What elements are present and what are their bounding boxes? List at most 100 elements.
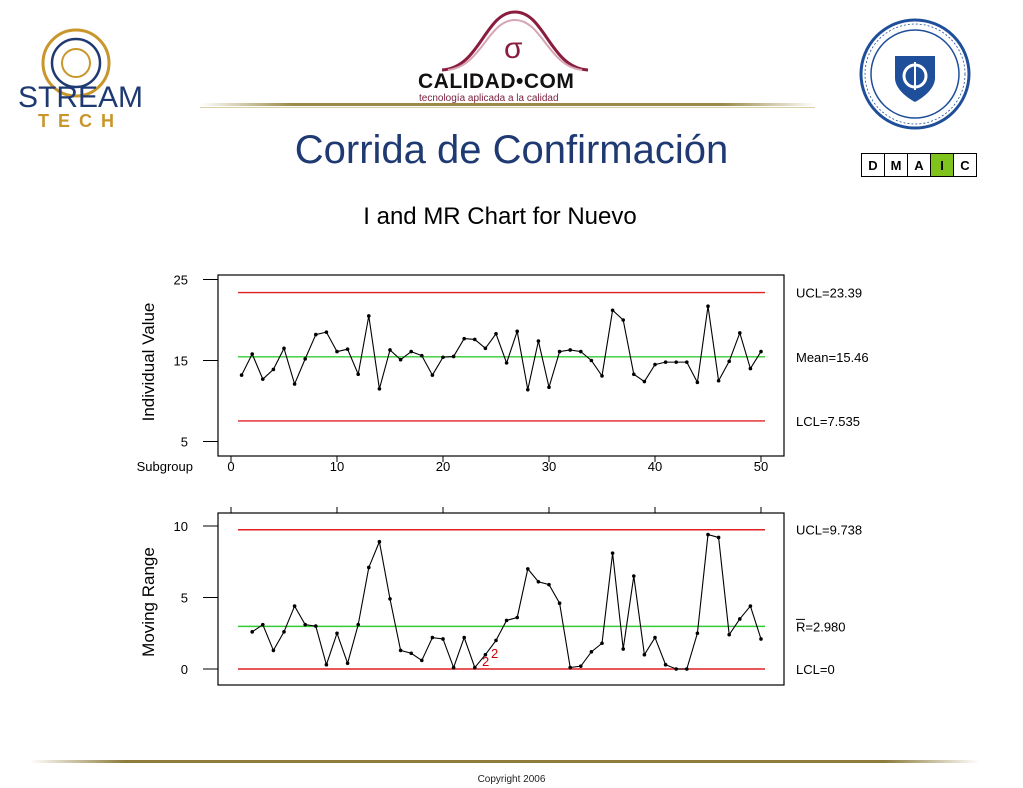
i-chart-y-axis: 5 15 25	[174, 273, 218, 450]
i-chart-frame	[217, 274, 785, 457]
i-chart-control-limits: UCL=23.39 Mean=15.46 LCL=7.535	[238, 286, 869, 429]
i-chart-data-point	[451, 354, 456, 359]
mr-chart-data-point	[685, 667, 689, 671]
mr-chart-data-point	[547, 582, 551, 587]
i-chart-data-point	[695, 380, 700, 385]
mr-chart-y-axis: 0 5 10	[174, 519, 218, 677]
mr-chart-data-point	[292, 604, 297, 608]
i-chart-data-point	[388, 348, 392, 352]
i-chart-data-point	[335, 349, 339, 354]
i-chart-data-point	[610, 308, 615, 313]
mr-chart-data-point	[738, 617, 742, 621]
mr-chart-data-point	[420, 658, 424, 663]
mr-chart-data-point	[430, 635, 435, 640]
mr-chart-data-point	[526, 567, 530, 571]
mr-chart-data-point	[504, 618, 509, 623]
i-chart-data-point	[239, 373, 244, 377]
mr-chart-data-point	[335, 631, 339, 636]
i-chart-data-point	[314, 332, 318, 337]
i-chart-xtick-label: 20	[436, 459, 450, 474]
dmaic-m: M	[884, 153, 908, 177]
mr-chart-data-point	[759, 637, 763, 641]
i-chart-data-point	[430, 373, 435, 377]
header-band	[200, 103, 815, 108]
mr-chart-data-point	[610, 551, 615, 555]
i-chart-xtick-label: 0	[227, 459, 234, 474]
i-chart-data-point	[706, 304, 710, 309]
mr-chart-data-point	[451, 665, 456, 670]
streamtech-logo-word: STREAM	[18, 81, 143, 114]
mr-chart-limit-label: R=2.980	[796, 619, 846, 634]
i-chart-data-point	[536, 339, 541, 343]
mr-chart-data-point	[706, 532, 710, 537]
mr-chart-data-point	[388, 597, 392, 601]
mr-chart-data-point	[621, 647, 625, 651]
mr-chart-data-point	[409, 651, 414, 656]
dmaic-a: A	[907, 153, 931, 177]
i-chart-data-point	[377, 387, 382, 391]
streamtech-logo-sub: TECH	[38, 111, 123, 130]
i-chart-xtick-label: 10	[330, 459, 344, 474]
i-chart-data-point	[685, 360, 689, 364]
calidad-logo-name: CALIDAD•COM	[418, 70, 575, 93]
i-chart-data-point	[303, 357, 308, 361]
i-chart-data-point	[282, 346, 286, 351]
i-chart-data-point	[727, 359, 731, 364]
mr-chart-data-point	[377, 539, 382, 544]
i-chart-data-point	[674, 360, 678, 364]
mr-chart-data-point	[367, 565, 371, 570]
i-chart-data-point	[409, 349, 414, 354]
mr-chart-data-point	[441, 637, 445, 641]
i-chart-ytick-label: 25	[174, 273, 188, 288]
i-chart-data-point	[716, 378, 721, 383]
footer-band	[30, 760, 980, 763]
mr-flag-annotation-2: 2	[491, 646, 498, 661]
mr-chart-data-point	[568, 665, 572, 670]
mr-chart-data-point	[271, 648, 276, 653]
i-chart-data-point	[324, 330, 329, 334]
mr-chart-data-point	[250, 630, 254, 634]
i-chart-limit-label: UCL=23.39	[796, 286, 862, 301]
i-chart-data-point	[579, 349, 583, 354]
i-chart-data-point	[441, 355, 445, 360]
mr-chart-data-point	[536, 579, 541, 584]
i-chart-xtick-label: 30	[542, 459, 556, 474]
i-chart-data-point	[473, 337, 477, 342]
mr-chart-data-point	[674, 667, 678, 671]
mr-chart-data-point	[663, 662, 668, 667]
isssp-seal-logo	[859, 18, 971, 130]
i-chart-data-point	[663, 360, 668, 364]
i-chart-data-point	[515, 329, 519, 334]
mr-chart-data-point	[727, 632, 731, 637]
mr-chart-ytick-label: 5	[181, 591, 188, 606]
i-chart-ytick-label: 5	[181, 435, 188, 450]
i-chart-data-point	[250, 352, 254, 356]
mr-chart-top-ticks	[230, 507, 762, 513]
mr-flag-annotation-1: 2	[482, 654, 489, 669]
dmaic-c: C	[953, 153, 977, 177]
mr-chart-data-point	[261, 622, 265, 627]
i-chart-data-point	[462, 336, 467, 341]
mr-chart-data-point	[345, 661, 350, 666]
copyright-text: Copyright 2006	[477, 774, 546, 785]
mr-chart-limit-label: UCL=9.738	[796, 523, 862, 538]
mr-chart-ylabel: Moving Range	[139, 547, 158, 657]
dmaic-indicator: D M A I C	[861, 153, 977, 177]
mr-chart-data-point	[303, 622, 308, 627]
i-chart-data-point	[738, 331, 742, 335]
mr-chart-data-point	[557, 601, 562, 606]
mr-chart-data-point	[642, 652, 647, 657]
mr-chart-series	[250, 532, 763, 671]
mr-chart-data-point	[632, 574, 636, 578]
mr-chart-data-point	[494, 638, 498, 643]
mr-chart-data-point	[600, 641, 604, 646]
mr-chart-ytick-label: 10	[174, 519, 188, 534]
i-chart-data-point	[504, 361, 509, 365]
mr-chart-data-point	[653, 635, 657, 640]
i-chart-data-point	[557, 349, 562, 354]
i-chart-ytick-label: 15	[174, 354, 188, 369]
i-chart-xtick-label: 50	[754, 459, 768, 474]
i-chart-x-axis: 0 10 20 30 40 50	[227, 456, 768, 474]
i-chart-data-point	[632, 372, 636, 377]
mr-chart-data-point	[695, 631, 700, 636]
